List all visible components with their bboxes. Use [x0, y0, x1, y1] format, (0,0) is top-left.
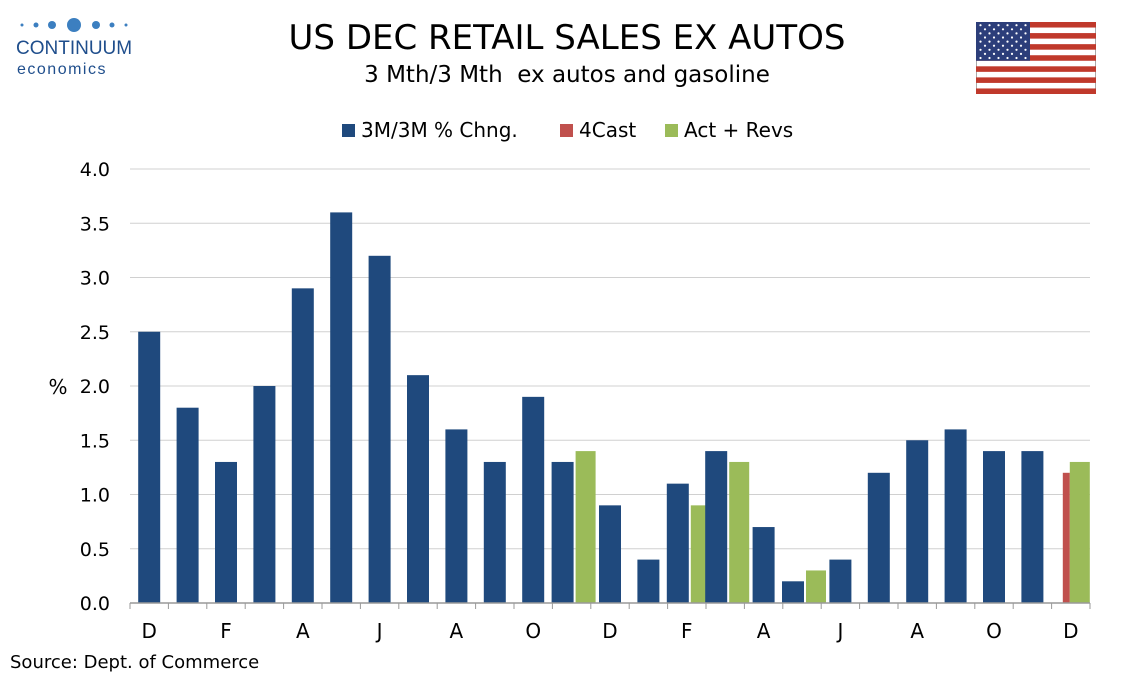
bar-series1 [666, 483, 689, 603]
y-tick-label: 1.5 [80, 430, 110, 452]
legend-swatch-series3 [665, 123, 678, 137]
bar-series1 [138, 331, 161, 603]
x-tick-label: J [375, 619, 383, 643]
bar-series1 [291, 288, 314, 603]
bar-series1 [599, 505, 621, 603]
bar-series1 [829, 559, 852, 603]
legend-item-series1: 3M/3M % Chng. [342, 118, 518, 142]
us-flag-icon [976, 22, 1096, 94]
y-axis-label: % [48, 375, 67, 399]
x-tick-label: F [681, 619, 693, 643]
logo-subtitle: economics [17, 61, 107, 78]
logo-name: CONTINUUM [16, 38, 133, 59]
x-tick-label: A [296, 619, 310, 643]
bar-series1 [407, 375, 429, 603]
x-tick-label: D [1063, 619, 1078, 643]
x-tick-label: O [525, 619, 541, 643]
bar-series1 [551, 461, 574, 603]
legend-label-series1: 3M/3M % Chng. [361, 118, 518, 142]
bar-series3 [729, 461, 750, 603]
x-tick-label: A [450, 619, 464, 643]
bar-series1 [483, 461, 506, 603]
bar-series3 [1069, 461, 1090, 603]
bar-series1 [368, 255, 391, 604]
bar-series3 [806, 570, 826, 603]
legend-label-series3: Act + Revs [684, 118, 794, 142]
x-tick-label: F [220, 619, 232, 643]
y-tick-label: 0.0 [80, 593, 110, 615]
bar-series1 [752, 527, 775, 603]
bar-series1 [867, 472, 890, 603]
chart-subtitle: 3 Mth/3 Mth ex autos and gasoline [364, 62, 770, 88]
legend: 3M/3M % Chng. 4Cast Act + Revs [0, 118, 1134, 146]
bar-series1 [215, 461, 237, 603]
y-tick-label: 3.0 [80, 268, 110, 290]
x-tick-label: D [141, 619, 156, 643]
logo: CONTINUUM economics [14, 14, 134, 78]
logo-dots-icon [20, 18, 128, 32]
source-note: Source: Dept. of Commerce [10, 652, 260, 673]
x-tick-label: J [835, 619, 843, 643]
bar-series2 [1062, 472, 1070, 603]
bar-series1 [1021, 451, 1044, 603]
y-tick-label: 4.0 [80, 159, 110, 181]
legend-item-series3: Act + Revs [665, 118, 793, 142]
x-tick-label: A [910, 619, 924, 643]
bar-series1 [522, 396, 545, 603]
bar-series3 [690, 505, 711, 603]
bar-series1 [944, 429, 967, 603]
bar-series1 [637, 559, 660, 603]
x-tick-label: A [757, 619, 771, 643]
y-tick-label: 1.0 [80, 485, 110, 507]
bar-series1 [253, 386, 276, 603]
bar-series1 [906, 440, 929, 603]
bar-series1 [330, 212, 353, 603]
bar-series1 [445, 429, 468, 603]
y-tick-label: 0.5 [80, 539, 110, 561]
chart-title: US DEC RETAIL SALES EX AUTOS [288, 18, 846, 58]
y-tick-label: 2.0 [80, 376, 110, 398]
bar-series1 [983, 451, 1005, 603]
legend-label-series2: 4Cast [579, 118, 637, 142]
legend-swatch-series1 [342, 123, 355, 137]
x-tick-label: D [602, 619, 617, 643]
bar-series3 [575, 451, 596, 603]
legend-item-series2: 4Cast [560, 118, 636, 142]
x-tick-label: O [986, 619, 1002, 643]
legend-swatch-series2 [560, 123, 573, 137]
y-tick-label: 2.5 [80, 322, 110, 344]
y-tick-label: 3.5 [80, 213, 110, 235]
bar-series1 [705, 451, 728, 603]
bar-series1 [782, 581, 804, 603]
bar-series1 [176, 407, 199, 603]
